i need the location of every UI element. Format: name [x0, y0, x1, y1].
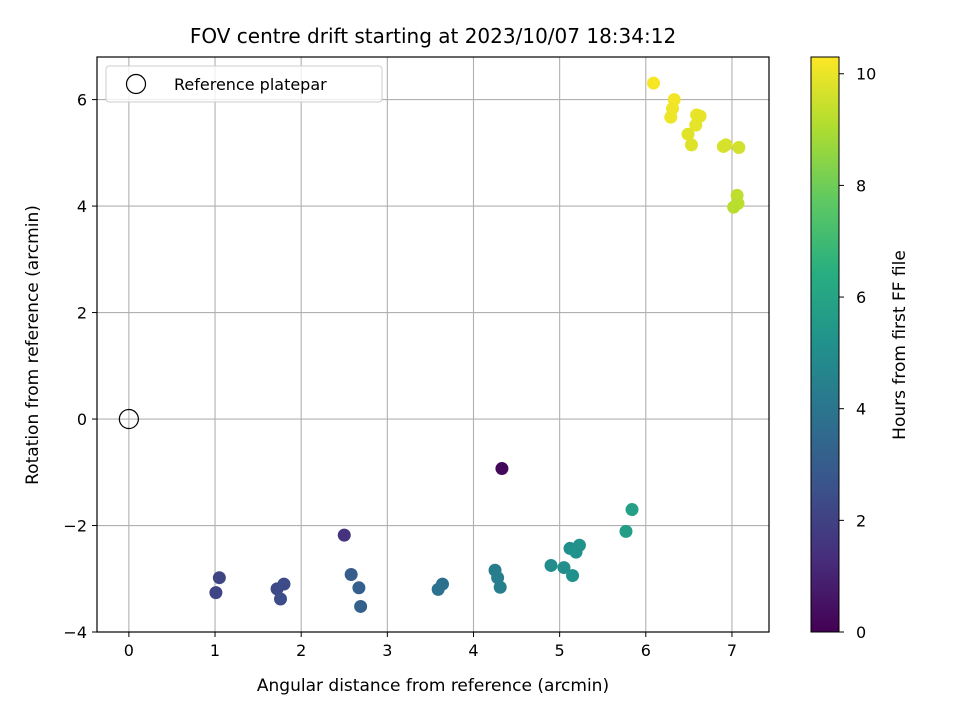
scatter-points [118, 76, 746, 613]
x-tick-label: 3 [382, 641, 392, 660]
data-point [277, 577, 291, 591]
colorbar-tick-label: 10 [856, 65, 876, 84]
x-tick-label: 1 [210, 641, 220, 660]
data-point [544, 558, 558, 572]
data-point [619, 524, 633, 538]
data-point [732, 141, 746, 155]
legend-box [105, 65, 383, 103]
data-point [625, 503, 639, 517]
y-tick-label: 2 [77, 304, 87, 323]
y-tick-label: −4 [63, 623, 87, 642]
legend-entry-reference: Reference platepar [174, 75, 327, 94]
data-point [689, 118, 703, 132]
y-tick-label: 0 [77, 410, 87, 429]
x-axis-ticks: 0 1 2 3 4 5 6 7 [124, 632, 737, 660]
data-point [557, 561, 571, 575]
data-point [352, 581, 366, 595]
x-tick-label: 2 [296, 641, 306, 660]
data-point [337, 528, 351, 542]
colorbar-tick-label: 0 [856, 623, 866, 642]
data-point [727, 200, 741, 214]
data-point [719, 138, 733, 152]
data-point [212, 571, 226, 585]
data-point [684, 138, 698, 152]
colorbar-label: Hours from first FF file [890, 250, 910, 440]
y-axis-ticks: −4 −2 0 2 4 6 [63, 91, 97, 642]
legend-marker [125, 73, 147, 95]
y-tick-label: 4 [77, 197, 87, 216]
x-tick-label: 4 [468, 641, 478, 660]
data-point [344, 568, 358, 581]
x-tick-label: 0 [124, 641, 134, 660]
y-tick-label: −2 [63, 517, 87, 536]
data-point [354, 599, 368, 613]
legend: Reference platepar [105, 65, 383, 103]
reference-point [118, 408, 139, 430]
data-point [664, 110, 678, 124]
chart-title: FOV centre drift starting at 2023/10/07 … [190, 24, 676, 48]
data-point [274, 592, 288, 606]
colorbar-tick-label: 2 [856, 511, 866, 530]
colorbar-ticks: 0 2 4 6 8 10 [839, 65, 876, 642]
data-point [431, 582, 445, 596]
colorbar [810, 56, 840, 633]
data-point [495, 462, 509, 476]
y-tick-label: 6 [77, 91, 87, 110]
colorbar-tick-label: 6 [856, 288, 866, 307]
data-point [681, 127, 695, 141]
plot-frame [96, 56, 770, 633]
x-axis-label: Angular distance from reference (arcmin) [257, 676, 609, 696]
x-tick-label: 7 [727, 641, 737, 660]
colorbar-tick-label: 8 [856, 176, 866, 195]
x-tick-label: 6 [641, 641, 651, 660]
colorbar-tick-label: 4 [856, 400, 866, 419]
data-point [566, 569, 580, 583]
data-point [493, 580, 507, 594]
y-axis-label: Rotation from reference (arcmin) [23, 205, 43, 485]
data-point [647, 76, 661, 90]
data-point [209, 586, 223, 600]
x-tick-label: 5 [555, 641, 565, 660]
data-point [572, 538, 586, 552]
